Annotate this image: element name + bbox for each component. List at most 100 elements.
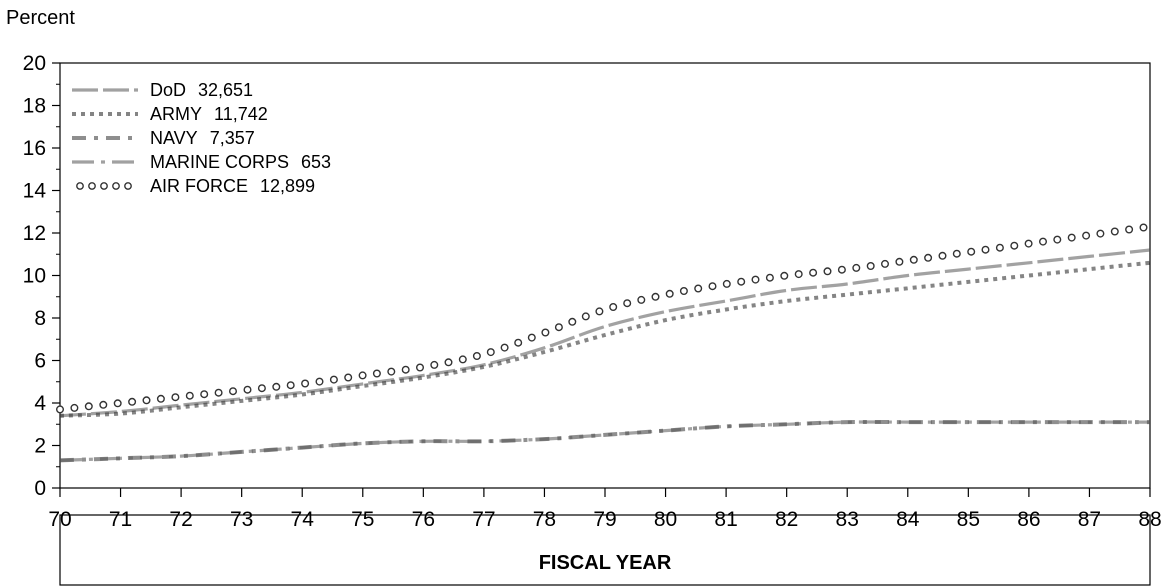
series-point <box>185 391 194 400</box>
series-air-force <box>56 223 1148 414</box>
series-point <box>881 259 890 268</box>
legend-item-dod: DoD 32,651 <box>72 80 253 100</box>
y-tick-label: 14 <box>23 180 47 203</box>
legend-series-count: 11,742 <box>214 104 268 124</box>
series-point <box>156 394 165 403</box>
series-point <box>401 365 410 374</box>
series-point <box>1067 233 1076 242</box>
series-point <box>243 385 252 394</box>
series-point <box>315 377 324 386</box>
series-point <box>372 369 381 378</box>
series-point <box>823 267 832 276</box>
series-point <box>722 279 731 288</box>
series-point <box>651 292 660 301</box>
series-point <box>595 307 604 316</box>
series-point <box>444 358 453 367</box>
series-point <box>924 253 933 262</box>
series-point <box>344 373 353 382</box>
series-point <box>554 323 563 332</box>
series-point <box>1053 235 1062 244</box>
series-point <box>472 352 481 361</box>
series-point <box>1125 225 1134 234</box>
legend-series-name: DoD <box>150 80 186 100</box>
x-tick-label: 79 <box>593 508 616 531</box>
x-tick-label: 72 <box>169 508 192 531</box>
series-point <box>623 299 632 308</box>
y-tick-label: 10 <box>23 265 46 288</box>
series-point <box>500 343 509 352</box>
series-point <box>609 303 618 312</box>
series-point <box>301 379 310 388</box>
series-point <box>852 263 861 272</box>
series-point <box>70 403 79 412</box>
legend-series-count: 653 <box>301 152 331 172</box>
x-tick-label: 80 <box>654 508 677 531</box>
series-point <box>1082 231 1091 240</box>
legend-series-count: 32,651 <box>198 80 253 100</box>
series-point <box>541 328 550 337</box>
series-layer <box>56 223 1151 463</box>
series-point <box>895 257 904 266</box>
series-point <box>1010 241 1019 250</box>
y-tick-label: 16 <box>23 137 46 160</box>
series-point <box>751 275 760 284</box>
series-point <box>214 388 223 397</box>
series-point <box>527 333 536 342</box>
series-point <box>938 251 947 260</box>
x-tick-label: 78 <box>533 508 556 531</box>
x-title-box <box>59 514 1151 586</box>
series-point <box>1096 229 1105 238</box>
y-axis-label: Percent <box>6 7 75 29</box>
series-point <box>200 390 209 399</box>
y-tick-label: 8 <box>34 307 46 330</box>
series-point <box>952 249 961 258</box>
legend-item-navy: NAVY 7,357 <box>72 128 255 148</box>
x-tick-label: 76 <box>412 508 435 531</box>
series-path-air-force <box>60 227 1150 410</box>
series-point <box>708 282 717 291</box>
y-tick-label: 2 <box>34 435 46 458</box>
legend-series-name: MARINE CORPS <box>150 152 289 172</box>
legend-swatch-point <box>76 182 84 190</box>
x-tick-label: 81 <box>714 508 737 531</box>
series-point <box>358 371 367 380</box>
y-tick-label: 6 <box>34 350 46 373</box>
series-point <box>458 355 467 364</box>
y-tick-label: 20 <box>23 52 46 75</box>
legend-series-count: 12,899 <box>260 176 315 196</box>
x-tick-label: 75 <box>351 508 374 531</box>
series-point <box>995 243 1004 252</box>
series-point <box>84 402 93 411</box>
series-point <box>1038 237 1047 246</box>
x-tick-label: 73 <box>230 508 253 531</box>
x-axis-title: FISCAL YEAR <box>539 552 672 574</box>
series-point <box>737 277 746 286</box>
x-tick-label: 85 <box>957 508 980 531</box>
series-point <box>228 387 237 396</box>
series-point <box>142 396 151 405</box>
series-point <box>981 245 990 254</box>
series-point <box>866 262 875 271</box>
series-point <box>257 384 266 393</box>
y-tick-label: 18 <box>23 95 46 118</box>
series-point <box>679 287 688 296</box>
series-point <box>967 247 976 256</box>
series-point <box>1139 223 1148 232</box>
axes: 0 2 4 6 8 10 12 14 16 18 20 70 71 72 73 74 75 76 77 78 79 80 8… <box>23 52 1162 531</box>
series-point <box>272 382 281 391</box>
x-tick-label: 70 <box>48 508 71 531</box>
x-tick-label: 88 <box>1138 508 1161 531</box>
series-point <box>128 397 137 406</box>
series-point <box>780 271 789 280</box>
series-point <box>56 405 65 414</box>
series-point <box>837 265 846 274</box>
legend-item-army: ARMY 11,742 <box>72 104 268 124</box>
legend-swatch-point <box>124 182 132 190</box>
series-point <box>568 317 577 326</box>
series-point <box>286 381 295 390</box>
legend: DoD 32,651 ARMY 11,742 NAVY 7,357 MARINE CORPS… <box>72 80 331 196</box>
series-point <box>416 363 425 372</box>
x-tick-label: 71 <box>109 508 132 531</box>
x-tick-label: 84 <box>896 508 920 531</box>
